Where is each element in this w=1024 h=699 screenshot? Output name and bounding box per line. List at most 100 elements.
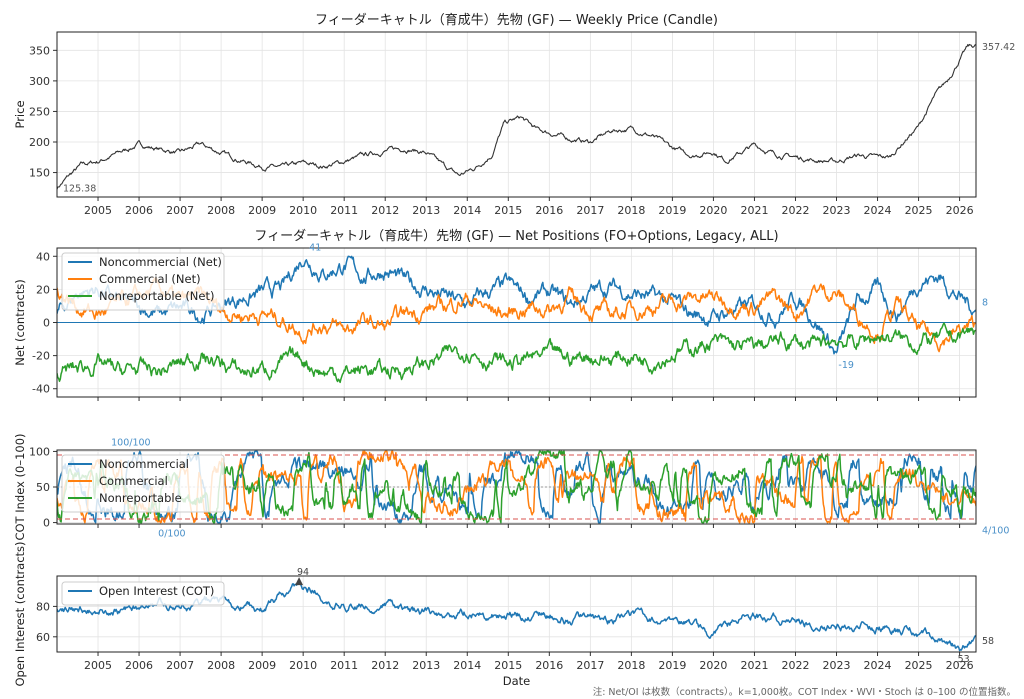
xtick-label: 2011: [330, 204, 358, 217]
xtick-label: 2014: [453, 659, 481, 672]
xtick-label: 2008: [207, 204, 235, 217]
xtick-label: 2023: [823, 659, 851, 672]
xtick-label: 2006: [125, 204, 153, 217]
xtick-label: 2025: [905, 659, 933, 672]
xtick-label: 2012: [371, 659, 399, 672]
xtick-label: 2021: [740, 204, 768, 217]
xtick-label: 2022: [781, 659, 809, 672]
xtick-label: 2011: [330, 659, 358, 672]
y-axis-label: Price: [13, 100, 27, 128]
oi-max-marker: [295, 577, 304, 586]
axes-frame: [56, 247, 977, 398]
legend-label: Commercial: [99, 474, 168, 488]
net-annotation: 41: [309, 243, 321, 254]
ytick-label: 250: [29, 105, 50, 118]
cot-annotation: 0/100: [158, 529, 185, 540]
xtick-label: 2005: [84, 659, 112, 672]
xtick-label: 2018: [617, 204, 645, 217]
panel-4: 60 80 2005 2006 2007 2008 2009 2010 2011 2012 2013…: [13, 541, 994, 688]
legend-label: Commercial (Net): [99, 272, 201, 286]
price-annotation: 125.38: [63, 184, 96, 195]
xtick-label: 2021: [740, 659, 768, 672]
price-annotation: 357.42: [982, 42, 1015, 53]
xtick-label: 2020: [699, 659, 727, 672]
xtick-label: 2023: [823, 204, 851, 217]
xtick-label: 2015: [494, 659, 522, 672]
ytick-label: 80: [36, 600, 50, 613]
xtick-label: 2024: [864, 659, 892, 672]
xtick-label: 2006: [125, 659, 153, 672]
xtick-label: 2026: [946, 659, 974, 672]
xtick-label: 2024: [864, 204, 892, 217]
xtick-label: 2007: [166, 659, 194, 672]
xtick-label: 2014: [453, 204, 481, 217]
net-annotation: 8: [982, 297, 988, 308]
xtick-label: 2018: [617, 659, 645, 672]
xtick-label: 2013: [412, 659, 440, 672]
ytick-label: 40: [36, 250, 50, 263]
legend-box: [61, 581, 225, 606]
xtick-label: 2007: [166, 204, 194, 217]
ytick-label: 0: [43, 317, 50, 330]
y-axis-label: Net (contracts): [13, 279, 27, 366]
ytick-label: -40: [32, 383, 50, 396]
xtick-label: 2019: [658, 659, 686, 672]
xtick-label: 2005: [84, 204, 112, 217]
axes-frame: [56, 575, 977, 653]
xtick-label: 2017: [576, 659, 604, 672]
footnote-text: 注: Net/OI は枚数（contracts）。k=1,000枚。COT In…: [592, 687, 1016, 698]
xtick-label: 2010: [289, 659, 317, 672]
legend-label: Open Interest (COT): [99, 584, 214, 598]
oi-annotation: 94: [297, 567, 309, 578]
xtick-label: 2022: [781, 204, 809, 217]
panel-2: -40 -20 0 20 40 Net (contracts) フィーダーキャトル（育成牛）…: [13, 228, 988, 401]
xtick-label: 2009: [248, 659, 276, 672]
footnote: 注: Net/OI は枚数（contracts）。k=1,000枚。COT In…: [593, 680, 1016, 699]
xtick-label: 2012: [371, 204, 399, 217]
oi-annotation: 58: [982, 636, 994, 647]
xtick-label: 2015: [494, 204, 522, 217]
ytick-label: 60: [36, 631, 50, 644]
panel-1: 150 200 250 300 350 2005 2006 2007 2008 2009 2010 2…: [13, 12, 1015, 217]
xtick-label: 2019: [658, 204, 686, 217]
x-axis-label: Date: [503, 674, 531, 688]
xtick-label: 2025: [905, 204, 933, 217]
ytick-label: 350: [29, 44, 50, 57]
legend-label: Noncommercial: [99, 457, 189, 471]
cot-line-3: [57, 450, 976, 524]
ytick-label: 150: [29, 167, 50, 180]
xtick-label: 2009: [248, 204, 276, 217]
axes-frame: [56, 31, 977, 198]
net-annotation: -19: [838, 360, 854, 371]
ytick-label: 100: [29, 445, 50, 458]
axes-frame: [56, 449, 977, 525]
legend-label: Nonreportable: [99, 491, 182, 505]
xtick-label: 2020: [699, 204, 727, 217]
xtick-label: 2013: [412, 204, 440, 217]
ytick-label: 20: [36, 283, 50, 296]
xtick-label: 2026: [946, 204, 974, 217]
ytick-label: 50: [36, 481, 50, 494]
legend-label: Nonreportable (Net): [99, 289, 214, 303]
xtick-label: 2016: [535, 659, 563, 672]
xtick-label: 2010: [289, 204, 317, 217]
ytick-label: 300: [29, 75, 50, 88]
ytick-label: 200: [29, 136, 50, 149]
chart-title: フィーダーキャトル（育成牛）先物 (GF) — Weekly Price (Ca…: [315, 12, 718, 28]
cot-annotation: 100/100: [111, 437, 150, 448]
price-series: [57, 43, 976, 190]
net-line-3: [57, 322, 976, 384]
y-axis-label: Open Interest (contracts): [13, 541, 27, 686]
cot-annotation: 4/100: [982, 526, 1009, 537]
xtick-label: 2017: [576, 204, 604, 217]
oi-annotation: 53: [958, 654, 970, 665]
legend-label: Noncommercial (Net): [99, 255, 222, 269]
legend-box: [61, 252, 225, 311]
xtick-label: 2016: [535, 204, 563, 217]
y-axis-label: COT Index (0–100): [13, 433, 27, 540]
chart-title: フィーダーキャトル（育成牛）先物 (GF) — Net Positions (F…: [254, 228, 778, 244]
xtick-label: 2008: [207, 659, 235, 672]
ytick-label: 0: [43, 517, 50, 530]
